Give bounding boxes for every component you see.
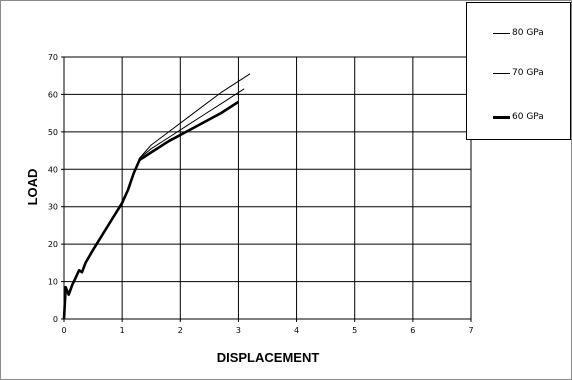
y-tick-label: 30 [48, 203, 58, 212]
x-tick-label: 0 [61, 326, 66, 335]
x-tick-label: 7 [468, 326, 473, 335]
legend-entry: 60 GPa [493, 111, 544, 123]
x-tick-label: 1 [120, 326, 125, 335]
legend-swatch [493, 72, 510, 74]
series-lines [62, 73, 251, 320]
series-line-70-gpa [63, 88, 245, 320]
y-tick-label: 0 [53, 315, 58, 324]
legend-swatch [493, 115, 510, 119]
y-tick-label: 10 [48, 278, 58, 287]
x-axis-title: DISPLACEMENT [217, 350, 320, 365]
x-tick-label: 2 [178, 326, 183, 335]
legend-label: 60 GPa [512, 112, 544, 122]
legend: 80 GPa 70 GPa 60 GPa [466, 2, 571, 140]
y-tick-label: 60 [48, 90, 58, 99]
legend-entry: 80 GPa [493, 27, 544, 39]
series-line-80-gpa [63, 73, 251, 320]
x-tick-label: 4 [294, 326, 299, 335]
legend-label: 80 GPa [512, 28, 544, 38]
y-tick-label: 70 [48, 53, 58, 62]
legend-swatch [493, 32, 510, 34]
y-tick-label: 40 [48, 165, 58, 174]
legend-entry: 70 GPa [493, 67, 544, 79]
y-tick-label: 20 [48, 240, 58, 249]
series-line-60-gpa [62, 100, 240, 320]
x-tick-label: 5 [352, 326, 357, 335]
x-tick-label: 6 [410, 326, 415, 335]
grid-lines [63, 56, 472, 320]
x-tick-label: 3 [236, 326, 241, 335]
legend-label: 70 GPa [512, 68, 544, 78]
y-tick-label: 50 [48, 128, 58, 137]
axes [61, 56, 472, 322]
y-axis-title: LOAD [25, 169, 40, 206]
